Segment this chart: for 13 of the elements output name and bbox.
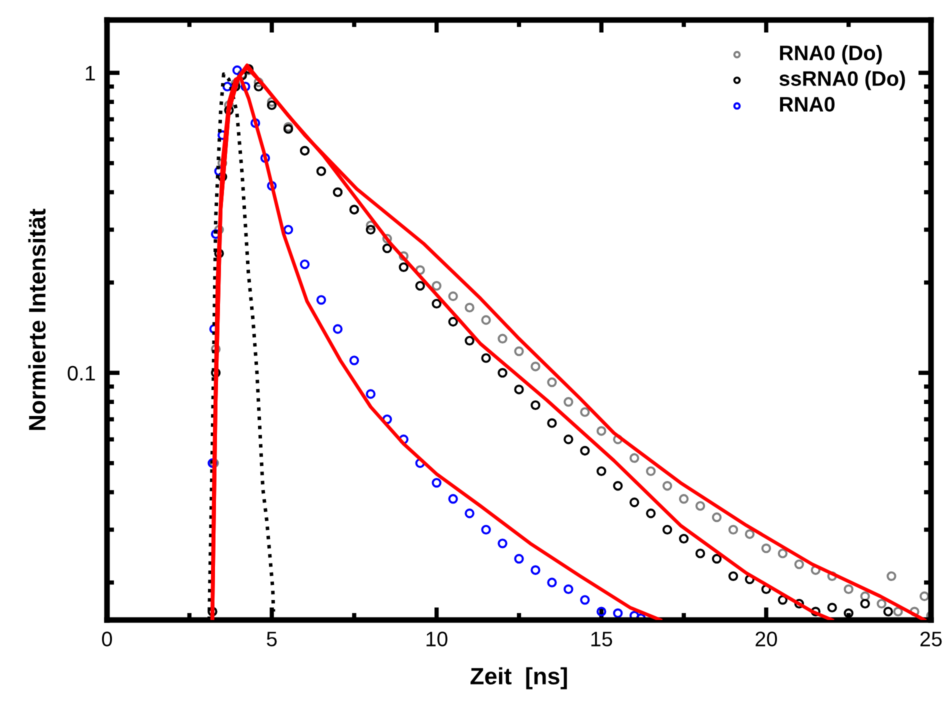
x-tick-label: 10: [426, 632, 448, 646]
y-tick-label: 0.1: [68, 366, 95, 381]
y-tick-label: 1: [86, 66, 95, 80]
x-tick-label: 15: [591, 632, 612, 646]
legend-label: RNA0: [780, 96, 835, 112]
x-tick-label: 20: [756, 632, 777, 646]
y-axis-title: Normierte Intensität: [28, 208, 46, 430]
legend-label: RNA0 (Do): [780, 45, 882, 64]
legend-label: ssRNA0 (Do): [779, 70, 905, 90]
x-tick-label: 0: [102, 632, 112, 646]
x-axis-title: Zeit [ns]: [470, 667, 567, 690]
x-tick-label: 25: [920, 632, 942, 646]
x-tick-label: 5: [266, 632, 277, 646]
